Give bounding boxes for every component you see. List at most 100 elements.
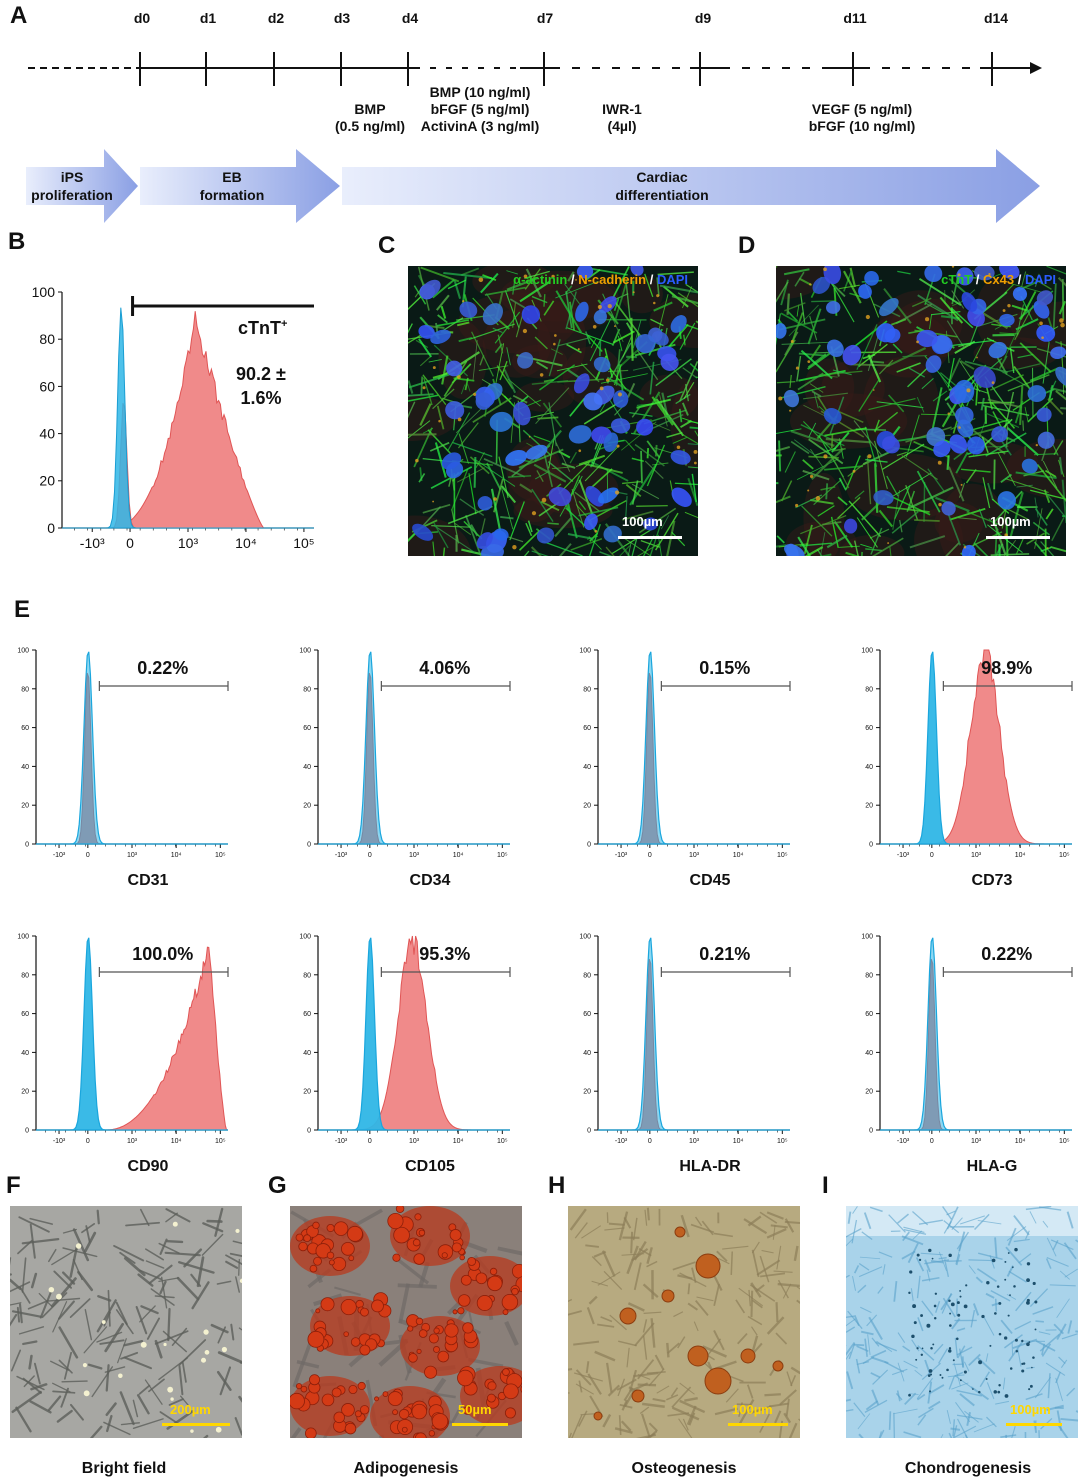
- stain-legend-part: DAPI: [1024, 272, 1056, 287]
- hist-cd45-ytick-label: 0: [587, 841, 591, 848]
- hist-hla-dr-ytick-label: 80: [583, 972, 591, 979]
- histogram-cd105: 0 20 40 60 80 100 -10³ 0 10³ 10⁴ 10⁵ 95.3%: [299, 933, 511, 1145]
- percentage-label: 100.0%: [132, 944, 193, 964]
- hist-cd105-ytick-label: 40: [303, 1050, 311, 1057]
- hist-cd45-xtick-label: 10³: [689, 852, 700, 859]
- scale-text-d: 100µm: [990, 514, 1031, 529]
- hist-b-ytick-label: 60: [39, 378, 55, 394]
- marker-label-cd45: CD45: [689, 872, 731, 889]
- hist-cd31-xtick-label: 0: [86, 852, 90, 859]
- control-distribution-b: [62, 307, 314, 529]
- hist-cd73-xtick-label: -10³: [897, 852, 910, 859]
- hist-cd45-ytick-label: 100: [579, 647, 591, 654]
- hist-cd90-ytick-label: 60: [21, 1011, 29, 1018]
- hist-cd73-xtick-label: 10⁴: [1015, 852, 1026, 859]
- hist-cd73-ytick-label: 100: [861, 647, 873, 654]
- hist-hla-g-ytick-label: 0: [869, 1127, 873, 1134]
- hist-cd73-xtick-label: 10³: [971, 852, 982, 859]
- histogram-hla-g: 0 20 40 60 80 100 -10³ 0 10³ 10⁴ 10⁵ 0.22%: [861, 933, 1073, 1145]
- stain-legend-part: /: [972, 272, 984, 287]
- stain-legend-part: /: [1014, 272, 1025, 287]
- hist-cd34-ytick-label: 100: [299, 647, 311, 654]
- control-distribution: [598, 937, 790, 1131]
- hist-cd45-ytick-label: 80: [583, 686, 591, 693]
- hist-cd105-ytick-label: 0: [307, 1127, 311, 1134]
- scale-bar-g: [452, 1423, 508, 1426]
- hist-hla-g-xtick-label: 10⁴: [1015, 1138, 1026, 1145]
- stage-cardiac-differentiation: Cardiac differentiation: [615, 169, 709, 203]
- hist-cd105-xtick-label: 0: [368, 1138, 372, 1145]
- hist-cd34-ytick-label: 0: [307, 841, 311, 848]
- hist-hla-g-ytick-label: 40: [865, 1050, 873, 1057]
- hist-cd31-ytick-label: 60: [21, 725, 29, 732]
- control-distribution: [318, 937, 510, 1131]
- sample-distribution: [598, 958, 790, 1131]
- bright-field-image: 200µm: [10, 1206, 242, 1438]
- hist-cd73-xtick-label: 10⁵: [1059, 852, 1070, 859]
- immunofluorescence-image-d: cTnT / Cx43 / DAPI 100µm: [776, 266, 1066, 556]
- hist-cd31-xtick-label: 10³: [127, 852, 138, 859]
- day-label-d1: d1: [199, 10, 217, 26]
- panel-label-c: C: [378, 232, 396, 259]
- marker-label-hla-dr: HLA-DR: [679, 1158, 741, 1175]
- hist-hla-g-xtick-label: 10³: [971, 1138, 982, 1145]
- panel-label-i: I: [822, 1172, 829, 1199]
- percentage-label: 98.9%: [981, 658, 1032, 678]
- hist-cd73-ytick-label: 20: [865, 803, 873, 810]
- hist-cd45-xtick-label: 0: [648, 852, 652, 859]
- hist-hla-g-xtick-label: -10³: [897, 1138, 910, 1145]
- ctnt-marker-label: cTnT+: [238, 318, 288, 338]
- hist-b-xtick-label: 10⁴: [235, 535, 257, 551]
- stain-legend-part: Cx43: [983, 272, 1015, 287]
- panel-label-d: D: [738, 232, 756, 259]
- title-osteogenesis: Osteogenesis: [631, 1460, 737, 1477]
- stain-legend-part: DAPI: [656, 272, 688, 287]
- day-label-d14: d14: [983, 10, 1009, 26]
- hist-hla-dr-xtick-label: 10⁵: [777, 1138, 788, 1145]
- hist-cd34-ytick-label: 20: [303, 803, 311, 810]
- sample-distribution-b: [62, 311, 314, 529]
- scale-text-i: 100µm: [1010, 1402, 1051, 1417]
- hist-hla-dr-xtick-label: 10³: [689, 1138, 700, 1145]
- hist-hla-dr-ytick-label: 20: [583, 1089, 591, 1096]
- hist-cd31-ytick-label: 40: [21, 764, 29, 771]
- ctnt-histogram: 0 20 40 60 80 100 -10³ 0 10³ 10⁴ 10⁵: [32, 284, 315, 551]
- hist-hla-g-xtick-label: 0: [930, 1138, 934, 1145]
- stain-legend-part: /: [646, 272, 657, 287]
- stain-legend-part: cTnT: [941, 272, 973, 287]
- hist-cd90-xtick-label: 10⁴: [171, 1138, 182, 1145]
- hist-cd45-ytick-label: 20: [583, 803, 591, 810]
- hist-hla-g-ytick-label: 100: [861, 933, 873, 940]
- hist-hla-dr-ytick-label: 40: [583, 1050, 591, 1057]
- scale-text-f: 200µm: [170, 1402, 211, 1417]
- hist-hla-dr-ytick-label: 0: [587, 1127, 591, 1134]
- hist-b-xtick-label: 10⁵: [293, 535, 314, 551]
- stage-ips-proliferation: iPS proliferation: [31, 169, 113, 203]
- hist-cd90-ytick-label: 80: [21, 972, 29, 979]
- hist-hla-dr-xtick-label: -10³: [615, 1138, 628, 1145]
- hist-cd34-xtick-label: 10³: [409, 852, 420, 859]
- control-distribution: [318, 651, 510, 845]
- hist-hla-dr-ytick-label: 60: [583, 1011, 591, 1018]
- hist-cd45-xtick-label: -10³: [615, 852, 628, 859]
- hist-cd31-ytick-label: 20: [21, 803, 29, 810]
- marker-label-cd34: CD34: [409, 872, 451, 889]
- hist-cd73-xtick-label: 0: [930, 852, 934, 859]
- hist-cd34-xtick-label: 10⁵: [497, 852, 508, 859]
- title-chondrogenesis: Chondrogenesis: [904, 1460, 1032, 1477]
- panel-label-e: E: [14, 596, 31, 623]
- hist-cd45-xtick-label: 10⁵: [777, 852, 788, 859]
- marker-label-cd105: CD105: [405, 1158, 455, 1175]
- sample-distribution: [318, 935, 510, 1131]
- histogram-cd73: 0 20 40 60 80 100 -10³ 0 10³ 10⁴ 10⁵ 98.9%: [861, 647, 1073, 859]
- hist-cd90-ytick-label: 0: [25, 1127, 29, 1134]
- hist-cd90-ytick-label: 100: [17, 933, 29, 940]
- panel-label-a: A: [10, 2, 28, 29]
- hist-cd31-ytick-label: 80: [21, 686, 29, 693]
- panel-label-h: H: [548, 1172, 566, 1199]
- hist-cd73-ytick-label: 0: [869, 841, 873, 848]
- percentage-label: 0.21%: [699, 944, 750, 964]
- hist-cd105-ytick-label: 100: [299, 933, 311, 940]
- scale-text-c: 100µm: [622, 514, 663, 529]
- title-bright-field: Bright field: [81, 1460, 167, 1477]
